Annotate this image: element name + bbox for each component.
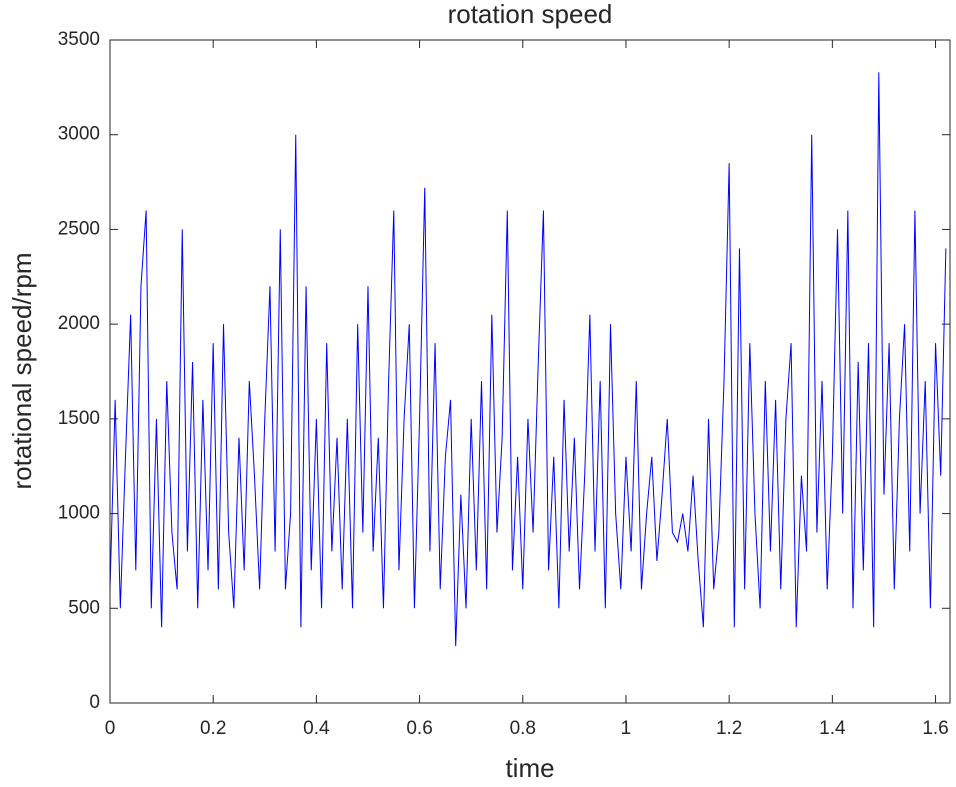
data-line (109, 72, 947, 647)
x-tick-label: 1.2 (716, 718, 742, 739)
y-tick-label: 1500 (58, 408, 100, 429)
x-tick-label: 0.8 (510, 718, 536, 739)
x-tick-label: 0.6 (406, 718, 432, 739)
y-axis-label: rotational speed/rpm (7, 252, 37, 489)
y-tick-label: 1000 (58, 503, 100, 524)
y-tick-label: 3000 (58, 124, 100, 145)
plot-frame (109, 39, 951, 704)
y-tick-label: 2500 (58, 218, 100, 239)
x-tick-label: 0 (105, 718, 116, 739)
x-tick-label: 0.2 (200, 718, 226, 739)
x-tick-label: 0.4 (303, 718, 330, 739)
y-tick-label: 2000 (58, 313, 100, 334)
x-tick-label: 1 (621, 718, 632, 739)
x-tick-label: 1.6 (922, 718, 948, 739)
x-axis-label: time (505, 753, 554, 783)
chart-title: rotation speed (448, 0, 613, 29)
y-tick-label: 500 (68, 597, 100, 618)
y-tick-label: 3500 (58, 29, 100, 50)
y-tick-label: 0 (89, 692, 100, 713)
x-tick-label: 1.4 (819, 718, 846, 739)
